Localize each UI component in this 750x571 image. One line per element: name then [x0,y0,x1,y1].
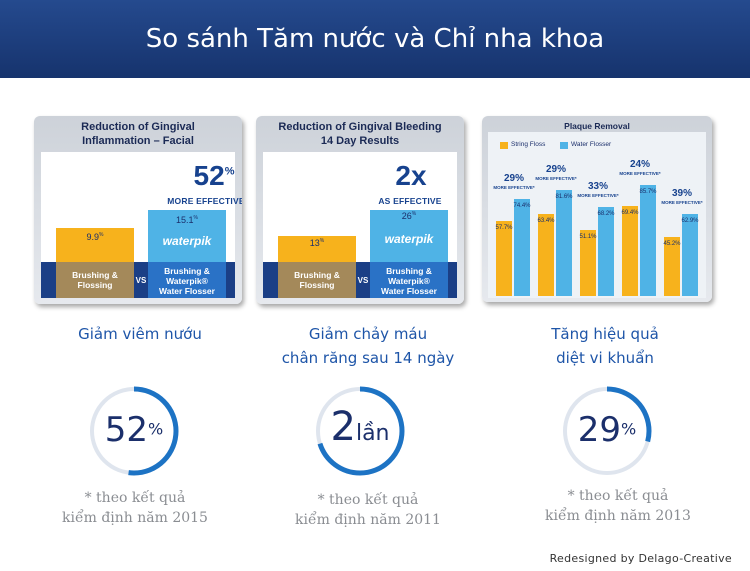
inflammation-waterpik-value: 15.1% [176,215,198,225]
plaque-value-label: 63.4% [537,217,555,224]
plaque-bar-waterpik [514,199,530,296]
header-banner [0,0,750,78]
inflammation-big-value: 52% [193,160,235,191]
bleeding-chart-title: Reduction of Gingival Bleeding 14 Day Re… [278,121,442,147]
inflammation-bar-floss [56,228,134,262]
plaque-value-label: 62.9% [681,218,699,225]
plaque-bar-waterpik [556,189,572,296]
plaque-annotation-text: MORE EFFECTIVE* [619,170,661,176]
legend-swatch-floss [500,142,508,149]
plaque-bar-floss [538,213,554,296]
ring-progress-arc [315,386,405,476]
bleeding-bar-floss [278,236,356,262]
bleeding-big-value: 2x [395,160,427,191]
note-plaque: * theo kết quả kiểm định năm 2013 [545,488,691,524]
plaque-bar-floss [580,229,596,296]
bleeding-chart-card: Reduction of Gingival Bleeding 14 Day Re… [256,116,464,304]
ring-plaque [562,386,652,476]
inflammation-effect-text: MORE EFFECTIVE [167,196,242,206]
ring-progress-arc [562,386,652,476]
plaque-annotation-text: MORE EFFECTIVE* [577,193,619,199]
plaque-value-label: 68.2% [597,211,615,218]
caption-inflammation: Giảm viêm nướu [78,325,202,343]
plaque-annotation-text: MORE EFFECTIVE* [493,185,535,191]
waterpik-logo: waterpik [162,234,212,248]
legend-label-floss: String Floss [511,141,546,148]
bleeding-floss-label: Brushing & Flossing [294,270,340,290]
plaque-bars: 57.7% 74.4% 29% MORE EFFECTIVE* 63.4% 81.6% 29… [482,116,712,302]
legend-swatch-waterpik [560,142,568,149]
plaque-bar-waterpik [640,184,656,296]
bleeding-bar-waterpik [370,210,448,262]
plaque-value-label: 85.7% [639,188,657,195]
page-title: So sánh Tăm nước và Chỉ nha khoa [145,24,605,54]
plaque-annotation-value: 29% [545,163,566,175]
plaque-bar-floss [496,220,512,296]
plaque-value-label: 69.4% [621,209,639,216]
plaque-chart-card: Plaque Removal String Floss Water Flosse… [482,116,712,302]
plaque-annotation-value: 39% [671,188,692,200]
waterpik-logo: waterpik [384,232,434,246]
caption-bleeding: Giảm chảy máu chân răng sau 14 ngày [281,325,455,367]
plaque-annotation-value: 24% [629,158,650,170]
inflammation-waterpik-label-bg [148,262,226,298]
credit-text: Redesigned by Delago-Creative [549,552,732,565]
bleeding-effect-text: AS EFFECTIVE [378,196,442,206]
bleeding-vs-label: VS [357,276,369,285]
legend-label-waterpik: Water Flosser [571,141,612,148]
plaque-annotation-value: 29% [503,173,524,185]
inflammation-bar-waterpik [148,210,226,262]
inflammation-floss-value: 9.9% [86,232,104,242]
bleeding-floss-value: 13% [309,238,325,248]
inflammation-vs-label: VS [135,276,147,285]
ring-bleeding [315,386,405,476]
ring-plaque-value: 29% [577,410,637,450]
ring-progress-arc [89,386,179,476]
plaque-bar-waterpik [682,214,698,296]
caption-plaque: Tăng hiệu quả diệt vi khuẩn [551,325,659,367]
plaque-annotation-text: MORE EFFECTIVE* [661,200,703,206]
inflammation-floss-label: Brushing & Flossing [72,270,118,290]
plaque-bar-waterpik [598,207,614,296]
inflammation-floss-label-bg [56,262,134,298]
plaque-bar-floss [622,205,638,296]
plaque-chart-title: Plaque Removal [564,121,630,131]
inflammation-chart-title: Reduction of Gingival Inflammation – Fac… [81,121,195,147]
note-inflammation: * theo kết quả kiểm định năm 2015 [62,490,208,526]
plaque-bar-floss [664,237,680,296]
ring-bleeding-value: 2lần [330,404,390,450]
plaque-value-label: 45.2% [663,241,681,248]
inflammation-waterpik-label: Brushing & Waterpik® Water Flosser [159,266,215,296]
ring-inflammation [89,386,179,476]
plaque-annotation-text: MORE EFFECTIVE* [535,175,577,181]
plaque-annotation-value: 33% [587,181,608,193]
bleeding-floss-label-bg [278,262,356,298]
bleeding-waterpik-label-bg [370,262,448,298]
ring-inflammation-value: 52% [104,410,164,450]
bleeding-waterpik-label: Brushing & Waterpik® Water Flosser [381,266,437,296]
plaque-value-label: 81.6% [555,193,573,200]
bleeding-waterpik-value: 26% [401,211,417,221]
inflammation-chart-card: Reduction of Gingival Inflammation – Fac… [34,116,242,304]
plaque-value-label: 51.1% [579,233,597,240]
plaque-value-label: 74.4% [513,203,531,210]
note-bleeding: * theo kết quả kiểm định năm 2011 [295,492,441,528]
plaque-value-label: 57.7% [495,224,513,231]
